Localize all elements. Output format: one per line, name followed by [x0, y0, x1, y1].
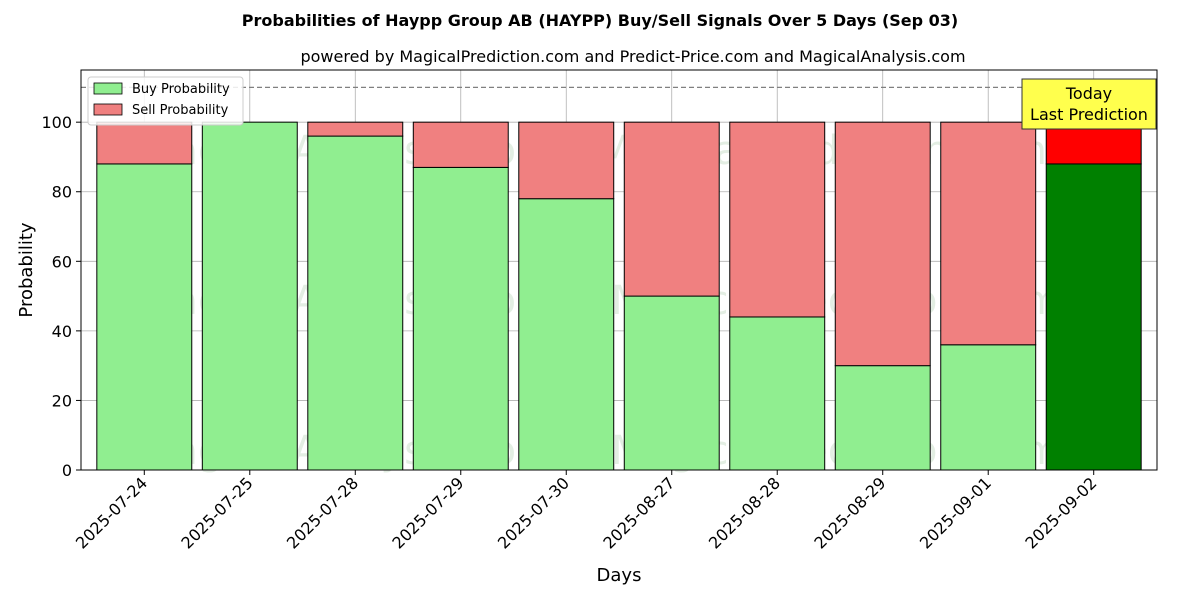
x-tick-label: 2025-07-30	[494, 473, 573, 552]
x-tick-label: 2025-09-02	[1021, 473, 1100, 552]
plot-frame	[80, 69, 1158, 471]
bar-sell	[623, 121, 720, 297]
x-tick-label: 2025-07-29	[388, 473, 467, 552]
x-tick-label: 2025-07-24	[72, 473, 151, 552]
x-tick-label: 2025-07-25	[177, 473, 256, 552]
y-tick-label: 0	[62, 461, 72, 480]
x-tick-label: 2025-08-27	[599, 473, 678, 552]
x-tick-label: 2025-09-01	[916, 473, 995, 552]
legend-frame	[87, 76, 244, 126]
y-tick-label: 60	[52, 252, 72, 271]
chart-subtitle: powered by MagicalPrediction.com and Pre…	[300, 47, 965, 66]
bar-buy	[96, 163, 193, 471]
legend-label-buy: Buy Probability	[132, 82, 230, 97]
x-tick-label: 2025-08-29	[810, 473, 889, 552]
legend-swatch-sell	[93, 103, 123, 116]
bar-sell	[518, 121, 615, 200]
bars	[96, 121, 1142, 471]
annotation-box: Today Last Prediction	[1021, 78, 1157, 130]
bar-buy	[1045, 163, 1142, 471]
y-tick-label: 40	[52, 322, 72, 341]
y-tick-label: 80	[52, 183, 72, 202]
bar-buy	[623, 295, 720, 471]
annotation-line2: Last Prediction	[1030, 105, 1148, 124]
x-tick-label: 2025-07-28	[283, 473, 362, 552]
bar-buy	[307, 135, 404, 471]
bar-buy	[729, 316, 826, 471]
bar-buy	[518, 198, 615, 471]
annotation-line1: Today	[1065, 84, 1112, 103]
y-tick-label: 20	[52, 391, 72, 410]
bar-sell	[834, 121, 931, 367]
x-axis-label: Days	[597, 565, 642, 586]
legend-label-sell: Sell Probability	[132, 103, 229, 118]
legend: Buy Probability Sell Probability	[87, 76, 244, 126]
bar-sell	[96, 121, 193, 165]
y-tick-label: 100	[41, 113, 72, 132]
annotation-background	[1021, 78, 1157, 130]
y-axis-label: Probability	[16, 222, 37, 317]
bar-buy	[201, 121, 298, 471]
bar-sell	[729, 121, 826, 318]
bar-sell	[412, 121, 509, 168]
legend-swatch-buy	[93, 82, 123, 95]
chart-title: Probabilities of Haypp Group AB (HAYPP) …	[242, 11, 958, 30]
bar-buy	[834, 365, 931, 471]
bar-buy	[412, 166, 509, 471]
y-axis-ticks: 0 20 40 60 80 100	[41, 113, 81, 480]
bar-sell	[940, 121, 1037, 346]
bar-sell	[307, 121, 404, 137]
x-axis-ticks: 2025-07-24 2025-07-25 2025-07-28 2025-07-29…	[72, 470, 1101, 553]
x-tick-label: 2025-08-28	[705, 473, 784, 552]
bar-buy	[940, 344, 1037, 471]
